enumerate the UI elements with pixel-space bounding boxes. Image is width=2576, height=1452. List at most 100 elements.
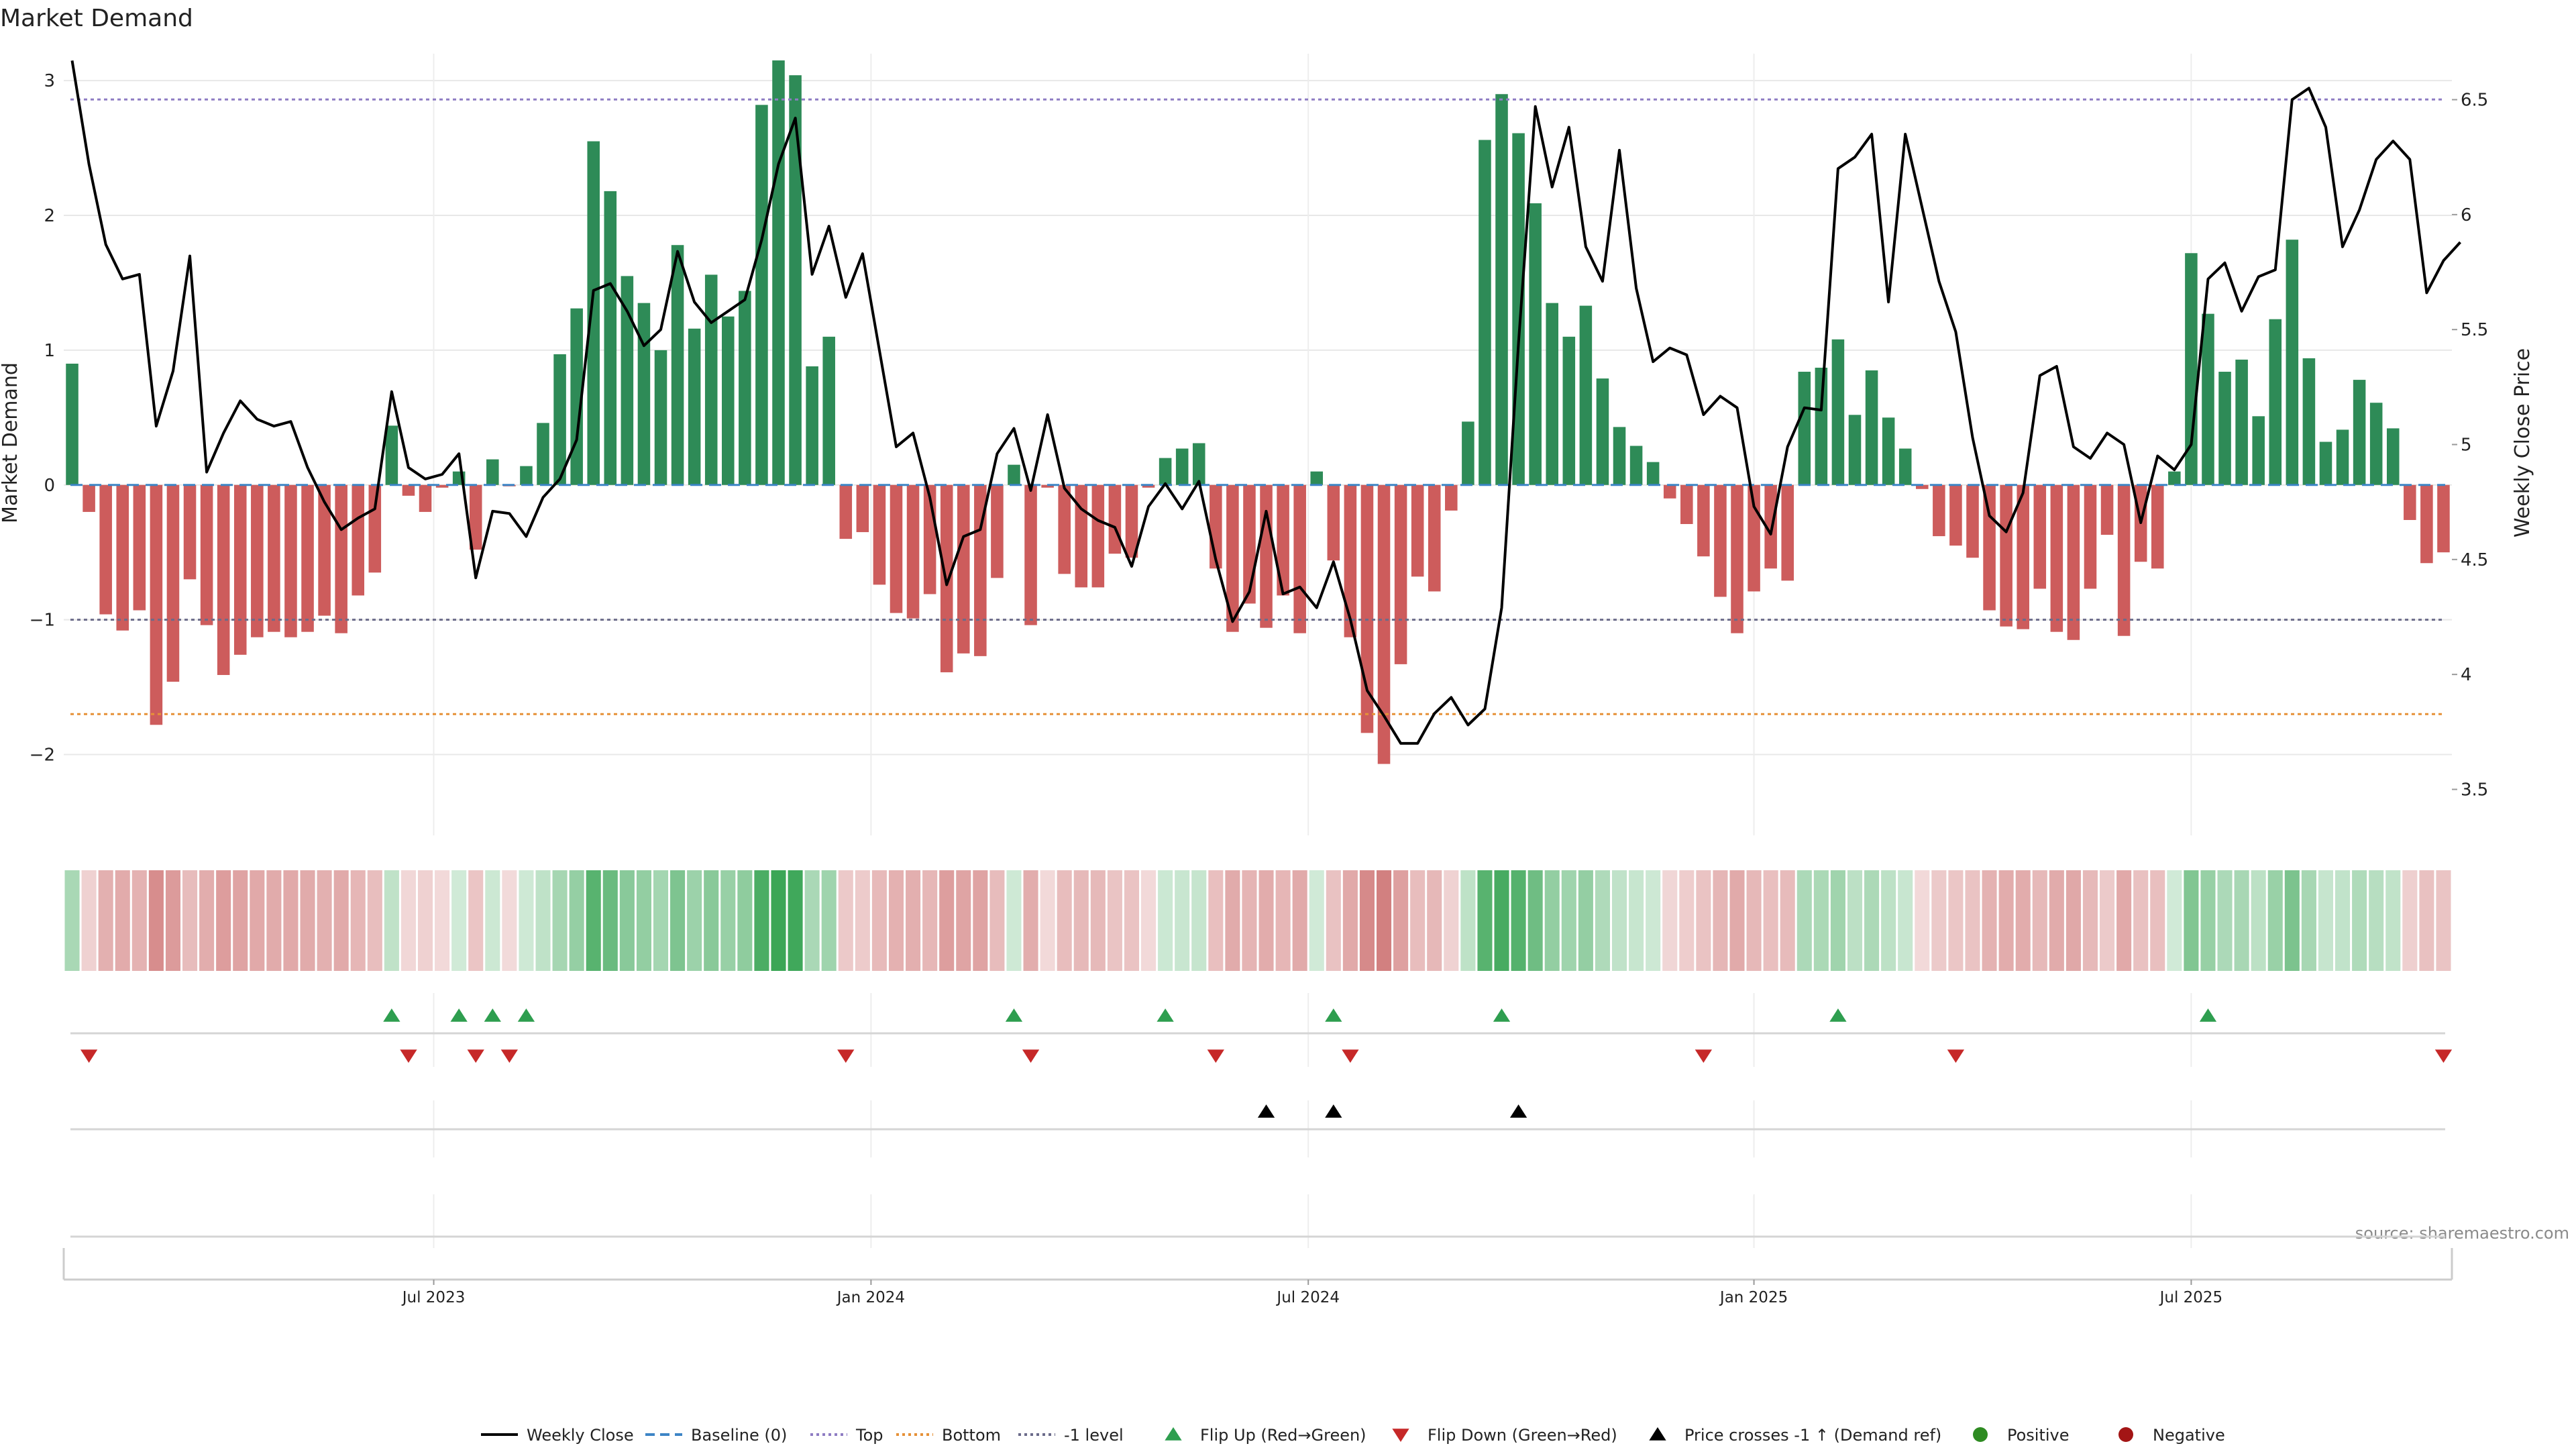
source-credit: source: sharemaestro.com bbox=[2355, 1224, 2569, 1243]
demand-bar bbox=[1226, 484, 1239, 632]
flip-up-marker bbox=[2199, 1008, 2217, 1022]
demand-bar bbox=[268, 484, 280, 632]
demand-bar bbox=[1192, 443, 1205, 485]
heat-cell bbox=[653, 870, 669, 971]
demand-bar bbox=[2017, 484, 2029, 629]
flip-up-marker bbox=[1325, 1008, 1342, 1022]
demand-bar bbox=[1815, 368, 1828, 485]
heat-cell bbox=[1544, 870, 1560, 971]
heat-cell bbox=[266, 870, 282, 971]
y-right-tick-label: 4.5 bbox=[2461, 550, 2488, 570]
demand-bar bbox=[2252, 416, 2265, 485]
heat-cell bbox=[1477, 870, 1493, 971]
demand-bar bbox=[570, 308, 583, 485]
demand-bar bbox=[233, 484, 247, 655]
legend-label: Flip Up (Red→Green) bbox=[1200, 1426, 1366, 1445]
heat-cell bbox=[922, 870, 938, 971]
heat-cell bbox=[2082, 870, 2098, 971]
y-right-tick-label: 6.5 bbox=[2461, 91, 2488, 111]
demand-bar bbox=[435, 484, 449, 488]
axes-layer: Jul 2023 Jan 2024 Jul 2024 Jan 2025 Jul 2025… bbox=[0, 71, 2534, 1306]
demand-bar bbox=[1260, 484, 1273, 628]
demand-bar bbox=[974, 484, 987, 656]
demand-bar bbox=[537, 423, 549, 485]
demand-bar bbox=[2302, 358, 2316, 485]
heat-cell bbox=[1242, 870, 1257, 971]
demand-bar bbox=[1865, 370, 1878, 485]
flip-down-marker bbox=[1207, 1049, 1224, 1063]
demand-bar bbox=[2033, 484, 2047, 589]
demand-bar bbox=[217, 484, 230, 675]
heat-cell bbox=[1073, 870, 1089, 971]
heat-cell bbox=[720, 870, 736, 971]
legend-item[interactable]: Baseline (0) bbox=[645, 1426, 787, 1445]
flip-down-marker bbox=[1342, 1049, 1359, 1063]
demand-bar bbox=[1175, 448, 1189, 485]
heat-cell bbox=[973, 870, 988, 971]
heat-cell bbox=[2251, 870, 2266, 971]
demand-bar bbox=[2235, 359, 2248, 485]
heat-cell bbox=[771, 870, 786, 971]
demand-bar bbox=[1798, 372, 1811, 485]
demand-bar bbox=[789, 75, 802, 485]
heat-cell bbox=[2369, 870, 2384, 971]
demand-bar bbox=[1024, 484, 1037, 625]
legend-swatch-circle bbox=[2118, 1427, 2133, 1442]
heat-cell bbox=[871, 870, 887, 971]
heat-cell bbox=[1258, 870, 1274, 971]
demand-bar bbox=[637, 303, 651, 485]
demand-bar bbox=[991, 484, 1004, 578]
legend-swatch-triangle-up bbox=[1649, 1427, 1666, 1441]
price-cross-marker bbox=[1257, 1104, 1275, 1118]
flip-down-marker bbox=[837, 1049, 855, 1063]
demand-bar bbox=[2286, 240, 2299, 485]
legend-label: -1 level bbox=[1064, 1426, 1124, 1445]
heat-cell bbox=[704, 870, 719, 971]
legend-item[interactable]: -1 level bbox=[1018, 1426, 1124, 1445]
demand-bar bbox=[66, 363, 78, 485]
heat-cell bbox=[1915, 870, 1930, 971]
demand-bar bbox=[402, 484, 415, 496]
heat-cell bbox=[1511, 870, 1526, 971]
y-axis-label: Market Demand bbox=[0, 362, 22, 523]
y-tick-label: 3 bbox=[44, 71, 55, 91]
legend-item[interactable]: Price crosses -1 ↑ (Demand ref) bbox=[1649, 1426, 1941, 1445]
demand-bar bbox=[587, 141, 600, 485]
demand-bar bbox=[1125, 484, 1138, 558]
demand-bar bbox=[1091, 484, 1105, 588]
heat-cell bbox=[1931, 870, 1947, 971]
price-cross-marker bbox=[1509, 1104, 1527, 1118]
x-tick-label: Jul 2023 bbox=[401, 1289, 466, 1306]
legend-item[interactable]: Weekly Close bbox=[481, 1426, 634, 1445]
heat-cell bbox=[939, 870, 955, 971]
heat-cell bbox=[2284, 870, 2300, 971]
heat-cell bbox=[1444, 870, 1459, 971]
demand-bar bbox=[1898, 448, 1912, 485]
heat-cell bbox=[64, 870, 80, 971]
heat-cell bbox=[1292, 870, 1307, 971]
legend-item[interactable]: Flip Up (Red→Green) bbox=[1165, 1426, 1366, 1445]
heat-cell bbox=[1023, 870, 1038, 971]
heat-cell bbox=[1679, 870, 1695, 971]
demand-bar bbox=[1731, 484, 1743, 633]
demand-bar bbox=[1041, 484, 1054, 488]
demand-bar bbox=[352, 484, 365, 596]
legend-item[interactable]: Top bbox=[810, 1426, 883, 1445]
legend-item[interactable]: Negative bbox=[2118, 1426, 2225, 1445]
demand-bar bbox=[166, 484, 180, 682]
demand-bar bbox=[2067, 484, 2080, 640]
legend-item[interactable]: Flip Down (Green→Red) bbox=[1392, 1426, 1617, 1445]
heat-cell bbox=[888, 870, 904, 971]
demand-bar bbox=[2353, 380, 2366, 485]
demand-bar bbox=[251, 484, 264, 637]
demand-bar bbox=[906, 484, 920, 619]
demand-bar bbox=[2000, 484, 2012, 627]
legend-item[interactable]: Positive bbox=[1973, 1426, 2070, 1445]
heat-cell bbox=[1175, 870, 1190, 971]
heat-cell bbox=[250, 870, 265, 971]
heat-cell bbox=[417, 870, 433, 971]
heat-cell bbox=[1057, 870, 1072, 971]
legend-item[interactable]: Bottom bbox=[896, 1426, 1001, 1445]
demand-bar bbox=[318, 484, 331, 616]
